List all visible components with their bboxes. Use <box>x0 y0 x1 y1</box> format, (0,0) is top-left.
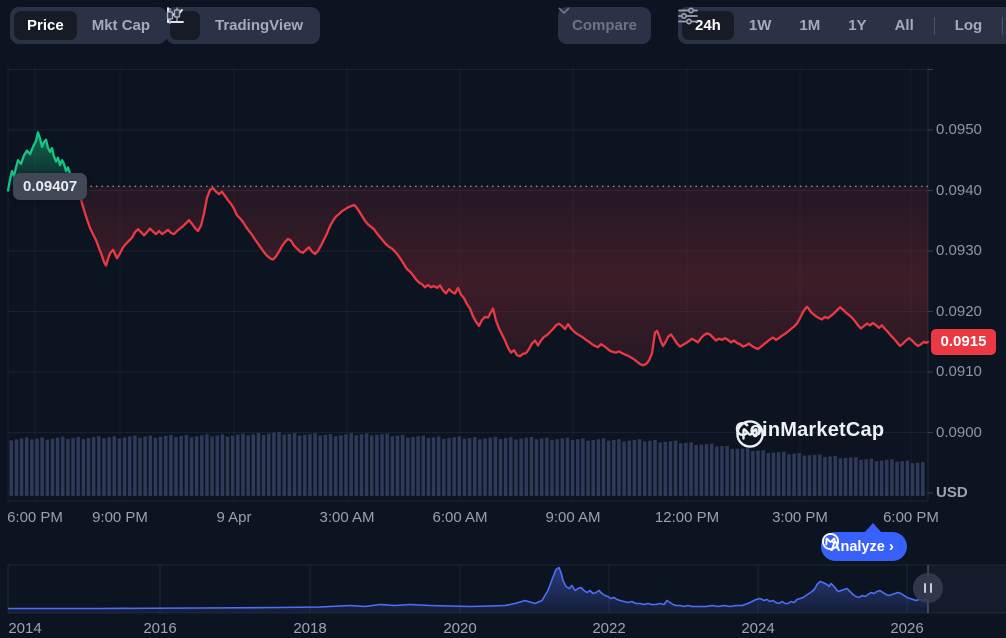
minimap-year-label: 2016 <box>143 620 177 637</box>
y-tick-label: 0.0950 <box>936 121 982 138</box>
x-tick-label: 3:00 PM <box>772 509 828 526</box>
divider <box>1002 16 1004 35</box>
analyze-logo-icon <box>821 532 840 551</box>
y-tick-label: 0.0910 <box>936 363 982 380</box>
y-tick-label: 0.0940 <box>936 181 982 199</box>
analyze-label: Analyze <box>830 538 885 555</box>
y-tick-label: 0.0900 <box>936 423 982 441</box>
last-price-badge: 0.0915 <box>931 328 996 355</box>
x-tick-label: 12:00 PM <box>654 509 720 526</box>
tradingview-label: TradingView <box>215 17 304 34</box>
sliders-icon <box>678 7 698 25</box>
price-line-down <box>76 185 930 367</box>
minimap-year-label: 2014 <box>8 620 42 637</box>
price-mktcap-toggle: Price Mkt Cap <box>10 7 168 44</box>
x-tick-label: 3:00 AM <box>319 509 375 526</box>
tab-price[interactable]: Price <box>14 11 77 40</box>
x-tick-label: 9:00 AM <box>545 509 601 526</box>
minimap-range-handle[interactable] <box>913 573 943 603</box>
volume-bars <box>9 432 925 496</box>
range-button-1m[interactable]: 1M <box>799 17 821 34</box>
range-button-all[interactable]: All <box>894 17 914 34</box>
coinmarketcap-watermark: CoinMarketCap <box>735 419 885 448</box>
y-axis-unit: USD <box>936 484 968 501</box>
minimap-year-label: 2020 <box>443 620 477 637</box>
time-range-group: 24h 1W 1M 1Y All Log <box>678 7 1006 44</box>
compare-label: Compare <box>572 17 638 34</box>
x-tick-label: 9:00 PM <box>92 509 148 526</box>
price-line-up <box>6 131 80 192</box>
minimap-year-label: 2018 <box>293 620 327 637</box>
open-price-badge: 0.09407 <box>13 173 88 200</box>
minimap-year-label: 2026 <box>890 620 924 637</box>
tab-mkt-cap[interactable]: Mkt Cap <box>91 17 151 34</box>
compare-inner: Compare <box>558 7 647 40</box>
x-tick-label: 9 Apr <box>216 509 252 526</box>
minimap-year-label: 2024 <box>741 620 775 637</box>
tab-tradingview[interactable]: TradingView <box>166 7 316 40</box>
range-button-1y[interactable]: 1Y <box>848 17 867 34</box>
analyze-button[interactable]: Analyze › <box>821 532 907 561</box>
price-series <box>6 131 930 367</box>
chart-type-toggle: TradingView <box>166 7 321 44</box>
coinmarketcap-logo-icon <box>736 420 764 448</box>
x-tick-label: 6:00 AM <box>432 509 488 526</box>
analyze-pointer <box>864 523 882 533</box>
analyze-arrow-icon: › <box>888 538 894 555</box>
log-scale-button[interactable]: Log <box>954 17 983 34</box>
divider <box>933 16 935 35</box>
chevron-down-icon <box>558 7 570 14</box>
watermark-text: CoinMarketCap <box>735 419 885 441</box>
y-tick-label: 0.0920 <box>936 302 982 320</box>
x-tick-label: 6:00 PM <box>883 509 939 526</box>
y-tick-label: 0.0930 <box>936 242 982 259</box>
minimap-line <box>8 566 929 610</box>
x-tick-label: 6:00 PM <box>7 509 63 526</box>
range-button-1w[interactable]: 1W <box>748 17 772 34</box>
minimap-year-label: 2022 <box>592 620 626 637</box>
compare-button[interactable]: Compare <box>558 7 652 44</box>
candlestick-icon <box>166 7 181 24</box>
minimap[interactable] <box>7 564 1006 614</box>
chart-toolbar: Price Mkt Cap TradingView <box>0 0 1006 52</box>
